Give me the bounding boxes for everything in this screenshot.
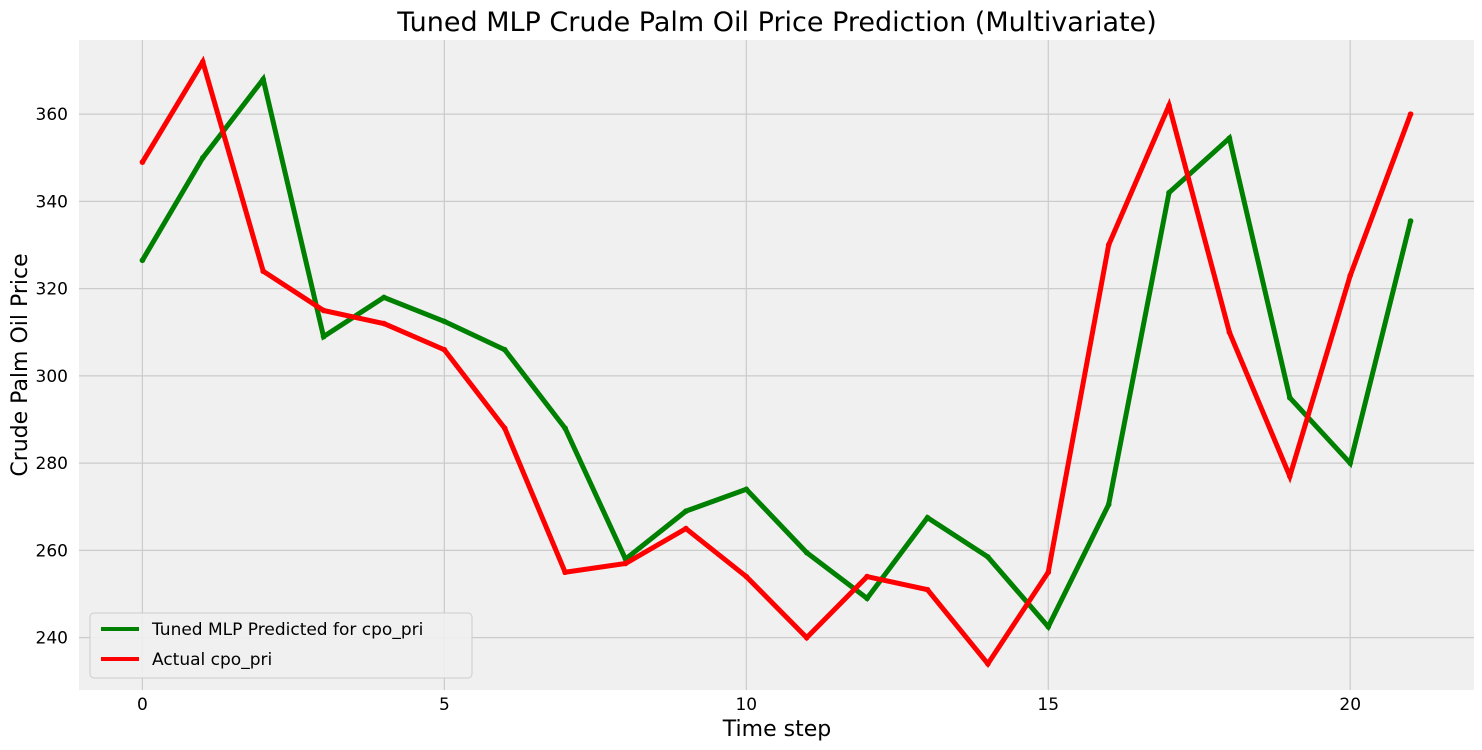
data-point bbox=[864, 595, 870, 602]
y-tick-label: 360 bbox=[36, 105, 68, 125]
data-point bbox=[1166, 102, 1172, 109]
data-point bbox=[441, 346, 448, 353]
data-point bbox=[683, 525, 689, 532]
data-point bbox=[501, 346, 508, 353]
x-tick-label: 15 bbox=[1037, 695, 1059, 715]
series-line-actual bbox=[140, 55, 1413, 669]
data-point bbox=[260, 268, 266, 275]
x-tick-label: 5 bbox=[439, 695, 450, 715]
plot-area bbox=[79, 40, 1474, 690]
data-point bbox=[139, 257, 146, 264]
data-point bbox=[985, 554, 991, 560]
data-point bbox=[381, 294, 387, 301]
y-tick-label: 240 bbox=[36, 629, 68, 649]
y-tick-label: 280 bbox=[36, 454, 68, 474]
grid-lines bbox=[79, 40, 1474, 690]
data-point bbox=[1287, 394, 1293, 401]
y-axis-label: Crude Palm Oil Price bbox=[8, 253, 33, 476]
y-tick-label: 260 bbox=[36, 541, 68, 561]
legend-label-predicted: Tuned MLP Predicted for cpo_pri bbox=[151, 620, 423, 640]
data-point bbox=[320, 307, 327, 314]
data-point bbox=[1045, 569, 1052, 576]
x-axis-label: Time step bbox=[722, 717, 831, 742]
data-point bbox=[743, 486, 750, 493]
data-point bbox=[381, 320, 387, 327]
data-point bbox=[683, 508, 689, 514]
y-tick-label: 340 bbox=[36, 192, 68, 212]
legend: Tuned MLP Predicted for cpo_pri Actual c… bbox=[89, 612, 473, 679]
data-point bbox=[139, 159, 146, 165]
data-point bbox=[562, 425, 568, 432]
data-point bbox=[1347, 460, 1354, 466]
data-point bbox=[1166, 189, 1172, 196]
data-point bbox=[441, 318, 448, 325]
data-point bbox=[1407, 218, 1414, 224]
legend-label-actual: Actual cpo_pri bbox=[152, 650, 272, 670]
x-tick-label: 20 bbox=[1339, 695, 1361, 715]
data-point bbox=[803, 634, 810, 641]
y-tick-label: 320 bbox=[36, 280, 68, 300]
data-point bbox=[1045, 623, 1052, 630]
data-point bbox=[199, 59, 206, 65]
y-tick-label: 300 bbox=[36, 367, 68, 387]
x-tick-label: 10 bbox=[735, 695, 757, 715]
data-point bbox=[501, 425, 508, 432]
data-point bbox=[260, 76, 266, 83]
data-point bbox=[803, 549, 810, 556]
data-point bbox=[743, 573, 750, 580]
data-point bbox=[1287, 473, 1293, 480]
data-point bbox=[199, 154, 206, 161]
data-point bbox=[1105, 242, 1112, 248]
x-tick-label: 0 bbox=[137, 695, 148, 715]
series-layer bbox=[139, 55, 1414, 669]
data-point bbox=[864, 573, 870, 580]
data-point bbox=[1226, 135, 1233, 141]
data-point bbox=[320, 333, 327, 340]
data-point bbox=[1347, 272, 1354, 279]
tick-labels: 0 5 10 15 20 240 260 280 300 320 340 360 bbox=[36, 105, 1361, 715]
data-point bbox=[985, 661, 991, 667]
chart-title: Tuned MLP Crude Palm Oil Price Predictio… bbox=[396, 7, 1156, 38]
legend-box bbox=[89, 612, 473, 679]
data-point bbox=[924, 514, 931, 521]
data-point bbox=[562, 569, 568, 576]
data-point bbox=[1407, 111, 1414, 117]
data-point bbox=[1105, 501, 1112, 508]
data-point bbox=[924, 586, 931, 593]
data-point bbox=[622, 560, 629, 567]
data-point bbox=[1226, 329, 1233, 336]
